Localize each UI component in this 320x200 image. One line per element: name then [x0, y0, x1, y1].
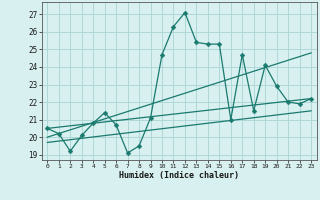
X-axis label: Humidex (Indice chaleur): Humidex (Indice chaleur): [119, 171, 239, 180]
